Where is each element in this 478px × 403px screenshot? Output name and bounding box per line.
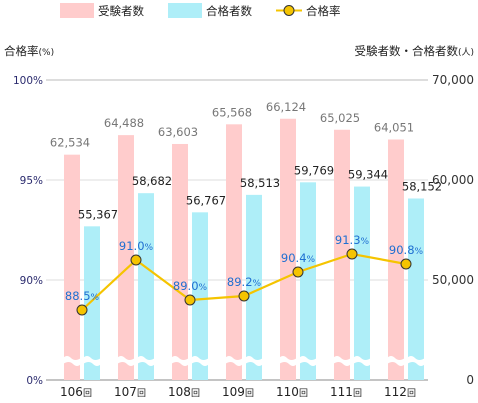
legend: 受験者数 合格者数 合格率 <box>60 3 341 18</box>
axis-break-passers-1 <box>137 356 155 366</box>
label-passers-4: 59,769 <box>294 163 334 177</box>
label-passers-1: 58,682 <box>132 174 172 188</box>
category-label-0: 106回 <box>60 385 92 399</box>
left-tick-100: 100% <box>13 75 43 87</box>
axis-break-applicants-6 <box>387 356 405 366</box>
label-rate-6: 90.8% <box>389 243 424 257</box>
axis-break-layer <box>63 356 425 366</box>
label-passers-2: 56,767 <box>186 193 226 207</box>
axis-break-applicants-3 <box>225 356 243 366</box>
label-passers-5: 59,344 <box>348 168 388 182</box>
left-tick-0: 0% <box>26 375 43 387</box>
left-tick-95: 95% <box>20 175 43 187</box>
label-applicants-5: 65,025 <box>320 111 360 125</box>
label-rate-4: 90.4% <box>281 251 316 265</box>
bar-layer <box>64 118 424 380</box>
category-axis: 106回 107回 108回 109回 110回 111回 112回 <box>60 385 416 399</box>
right-axis-ticks: 70,000 60,000 50,000 0 <box>432 73 474 387</box>
label-applicants-0: 62,534 <box>50 136 90 150</box>
label-applicants-2: 63,603 <box>158 125 198 139</box>
bar-passers-6 <box>408 198 424 380</box>
rate-marker-4 <box>292 266 304 278</box>
bar-applicants-0 <box>64 154 80 380</box>
bar-applicants-4 <box>280 118 296 380</box>
rate-line-layer <box>76 248 412 316</box>
axis-break-passers-5 <box>353 356 371 366</box>
label-rate-5: 91.3% <box>335 233 370 247</box>
label-rate-2: 89.0% <box>173 279 208 293</box>
legend-swatch-applicants <box>60 3 94 18</box>
label-rate-1: 91.0% <box>119 239 154 253</box>
bar-passers-0 <box>84 226 100 380</box>
rate-marker-5 <box>346 248 358 260</box>
category-label-1: 107回 <box>114 385 146 399</box>
axis-break-passers-4 <box>299 356 317 366</box>
rate-marker-2 <box>184 294 196 306</box>
category-label-6: 112回 <box>384 385 416 399</box>
right-axis-title: 受験者数・合格者数(人) <box>354 44 474 58</box>
axis-break-applicants-1 <box>117 356 135 366</box>
axis-break-passers-0 <box>83 356 101 366</box>
label-passers-0: 55,367 <box>78 207 118 221</box>
bar-passers-5 <box>354 186 370 380</box>
left-axis-ticks: 100% 95% 90% 0% <box>13 75 43 387</box>
label-applicants-4: 66,124 <box>266 100 306 114</box>
right-tick-50000: 50,000 <box>432 273 474 287</box>
left-tick-90: 90% <box>20 275 43 287</box>
right-tick-70000: 70,000 <box>432 73 474 87</box>
label-applicants-3: 65,568 <box>212 105 252 119</box>
category-label-4: 110回 <box>276 385 308 399</box>
axis-break-applicants-2 <box>171 356 189 366</box>
rate-marker-6 <box>400 258 412 270</box>
bar-applicants-2 <box>172 143 188 380</box>
legend-label-rate: 合格率 <box>306 4 341 18</box>
axis-break-applicants-5 <box>333 356 351 366</box>
category-label-3: 109回 <box>222 385 254 399</box>
rate-marker-0 <box>76 304 88 316</box>
legend-marker-rate <box>283 5 295 16</box>
axis-break-passers-3 <box>245 356 263 366</box>
category-label-5: 111回 <box>330 385 362 399</box>
axis-break-passers-6 <box>407 356 425 366</box>
label-passers-3: 58,513 <box>240 176 280 190</box>
right-tick-0: 0 <box>466 373 474 387</box>
axis-break-applicants-0 <box>63 356 81 366</box>
right-tick-60000: 60,000 <box>432 173 474 187</box>
bar-passers-4 <box>300 182 316 380</box>
legend-swatch-passers <box>168 3 202 18</box>
rate-marker-3 <box>238 290 250 302</box>
label-rate-0: 88.5% <box>65 289 100 303</box>
label-applicants-6: 64,051 <box>374 120 414 134</box>
legend-label-applicants: 受験者数 <box>98 4 144 18</box>
label-passers-6: 58,152 <box>402 179 442 193</box>
label-rate-3: 89.2% <box>227 275 262 289</box>
bar-passers-3 <box>246 194 262 380</box>
bar-applicants-1 <box>118 135 134 380</box>
value-label-layer: 62,534 55,367 64,488 58,682 63,603 56,767 65,5… <box>50 100 442 303</box>
label-applicants-1: 64,488 <box>104 116 144 130</box>
bar-passers-1 <box>138 193 154 380</box>
bar-passers-2 <box>192 212 208 380</box>
axis-break-applicants-4 <box>279 356 297 366</box>
rate-marker-1 <box>130 254 142 266</box>
legend-label-passers: 合格者数 <box>206 4 252 18</box>
category-label-2: 108回 <box>168 385 200 399</box>
bar-applicants-5 <box>334 129 350 380</box>
axis-break-passers-2 <box>191 356 209 366</box>
bar-applicants-3 <box>226 124 242 380</box>
bar-applicants-6 <box>388 139 404 380</box>
left-axis-title: 合格率(%) <box>4 44 54 58</box>
